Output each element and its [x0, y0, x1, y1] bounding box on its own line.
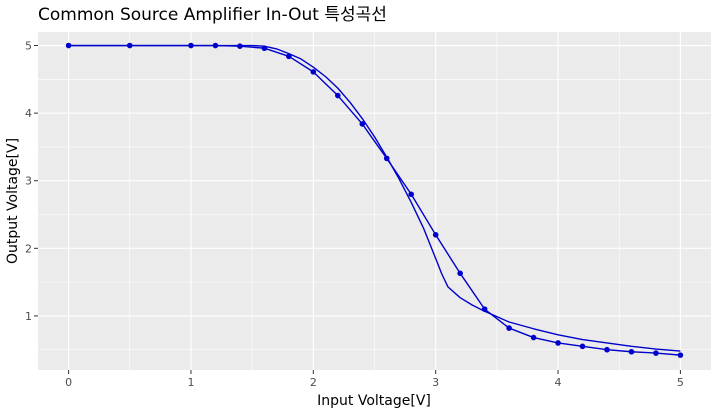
- y-axis: 1 2 3 4 5: [25, 40, 38, 323]
- data-point: [530, 334, 537, 341]
- data-point: [334, 92, 341, 99]
- data-point: [506, 325, 512, 331]
- data-point: [457, 270, 463, 277]
- data-point: [408, 191, 415, 198]
- data-point: [359, 121, 366, 127]
- data-point: [310, 69, 317, 75]
- series-line-2: [68, 44, 681, 352]
- minor-grid: [38, 32, 711, 370]
- x-tick-label: 1: [187, 376, 194, 389]
- y-tick-label: 5: [25, 40, 32, 53]
- data-point: [628, 348, 635, 355]
- x-tick-label: 5: [677, 376, 684, 389]
- x-tick-label: 2: [310, 376, 317, 389]
- x-axis: 0 1 2 3 4 5: [65, 370, 684, 389]
- y-tick-label: 3: [25, 175, 32, 188]
- data-point: [555, 340, 561, 346]
- data-point: [579, 343, 586, 350]
- series-layer: [65, 42, 684, 358]
- data-point: [432, 232, 439, 238]
- x-tick-label: 4: [555, 376, 562, 389]
- x-tick-label: 0: [65, 376, 72, 389]
- x-axis-title: Input Voltage[V]: [317, 393, 431, 409]
- x-tick-label: 3: [432, 376, 439, 389]
- y-tick-label: 1: [25, 310, 32, 323]
- data-point: [677, 352, 684, 358]
- data-point: [604, 346, 610, 353]
- y-axis-title: Output Voltage[V]: [5, 138, 21, 264]
- y-tick-label: 2: [25, 242, 32, 255]
- data-point: [653, 350, 659, 356]
- y-tick-label: 4: [25, 107, 32, 120]
- chart-title: Common Source Amplifier In-Out 특성곡선: [38, 5, 387, 25]
